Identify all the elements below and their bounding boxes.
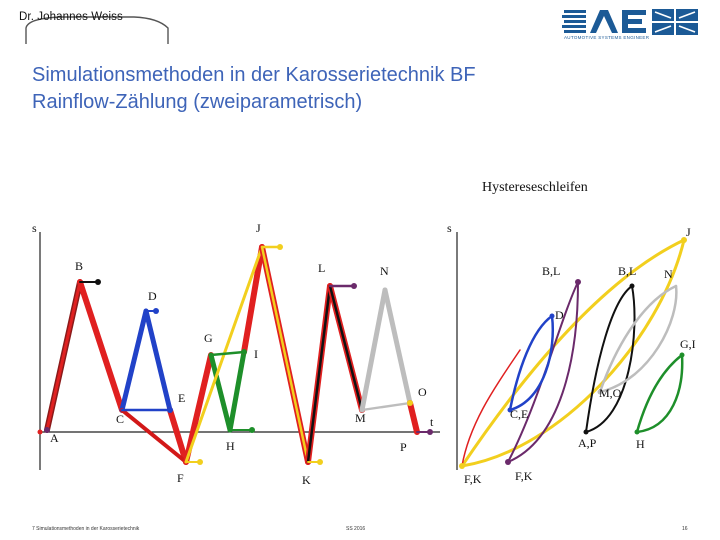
loop-label-fk-left: F,K	[464, 472, 482, 486]
loop-label-H: H	[636, 437, 645, 451]
count-markers	[37, 244, 433, 465]
author-logo	[25, 16, 169, 44]
author-logo-text: Dr. Johannes Weiss	[19, 11, 123, 23]
loop-label-bl-left: B,L	[542, 264, 560, 278]
point-label-I: I	[254, 347, 258, 361]
point-label-B: B	[75, 259, 83, 273]
title-line-1: Simulationsmethoden in der Karosserietec…	[32, 64, 476, 86]
point-label-O: O	[418, 385, 427, 399]
y-axis-label-right: s	[447, 221, 452, 235]
point-label-K: K	[302, 473, 311, 487]
y-axis-label-left: s	[32, 221, 37, 235]
hysteresis-loops	[459, 237, 687, 469]
footer-left: 7 Simulationsmethoden in der Karosseriet…	[32, 526, 140, 532]
point-label-M: M	[355, 411, 366, 425]
footer-center: SS 2016	[346, 526, 366, 532]
load-signal	[44, 244, 420, 465]
t-axis-label: t	[430, 415, 434, 429]
point-label-C: C	[116, 412, 124, 426]
ase-logo	[562, 9, 698, 35]
loop-label-ap: A,P	[578, 436, 597, 450]
loop-label-J: J	[686, 225, 691, 239]
point-label-J: J	[256, 221, 261, 235]
point-label-A: A	[50, 431, 59, 445]
point-label-L: L	[318, 261, 325, 275]
point-label-N: N	[380, 264, 389, 278]
footer-page-number: 16	[682, 526, 688, 532]
point-label-P: P	[400, 440, 407, 454]
point-label-E: E	[178, 391, 185, 405]
point-label-F: F	[177, 471, 184, 485]
point-label-H: H	[226, 439, 235, 453]
loop-label-D: D	[555, 308, 564, 322]
loop-label-bl-right: B,L	[618, 264, 636, 278]
point-label-G: G	[204, 331, 213, 345]
loop-label-fk-right: F,K	[515, 469, 533, 483]
loop-label-N: N	[664, 267, 673, 281]
page-title: Simulationsmethoden in der Karosserietec…	[32, 62, 476, 116]
point-label-D: D	[148, 289, 157, 303]
hysteresis-heading: Hystereseschleifen	[482, 180, 588, 195]
loop-label-mo: M,O	[599, 386, 622, 400]
loop-label-ce: C,E	[510, 407, 528, 421]
title-line-2: Rainflow-Zählung (zweiparametrisch)	[32, 91, 363, 113]
ase-logo-subtext: AUTOMOTIVE SYSTEMS ENGINEER	[564, 35, 650, 40]
loop-label-gi: G,I	[680, 337, 696, 351]
